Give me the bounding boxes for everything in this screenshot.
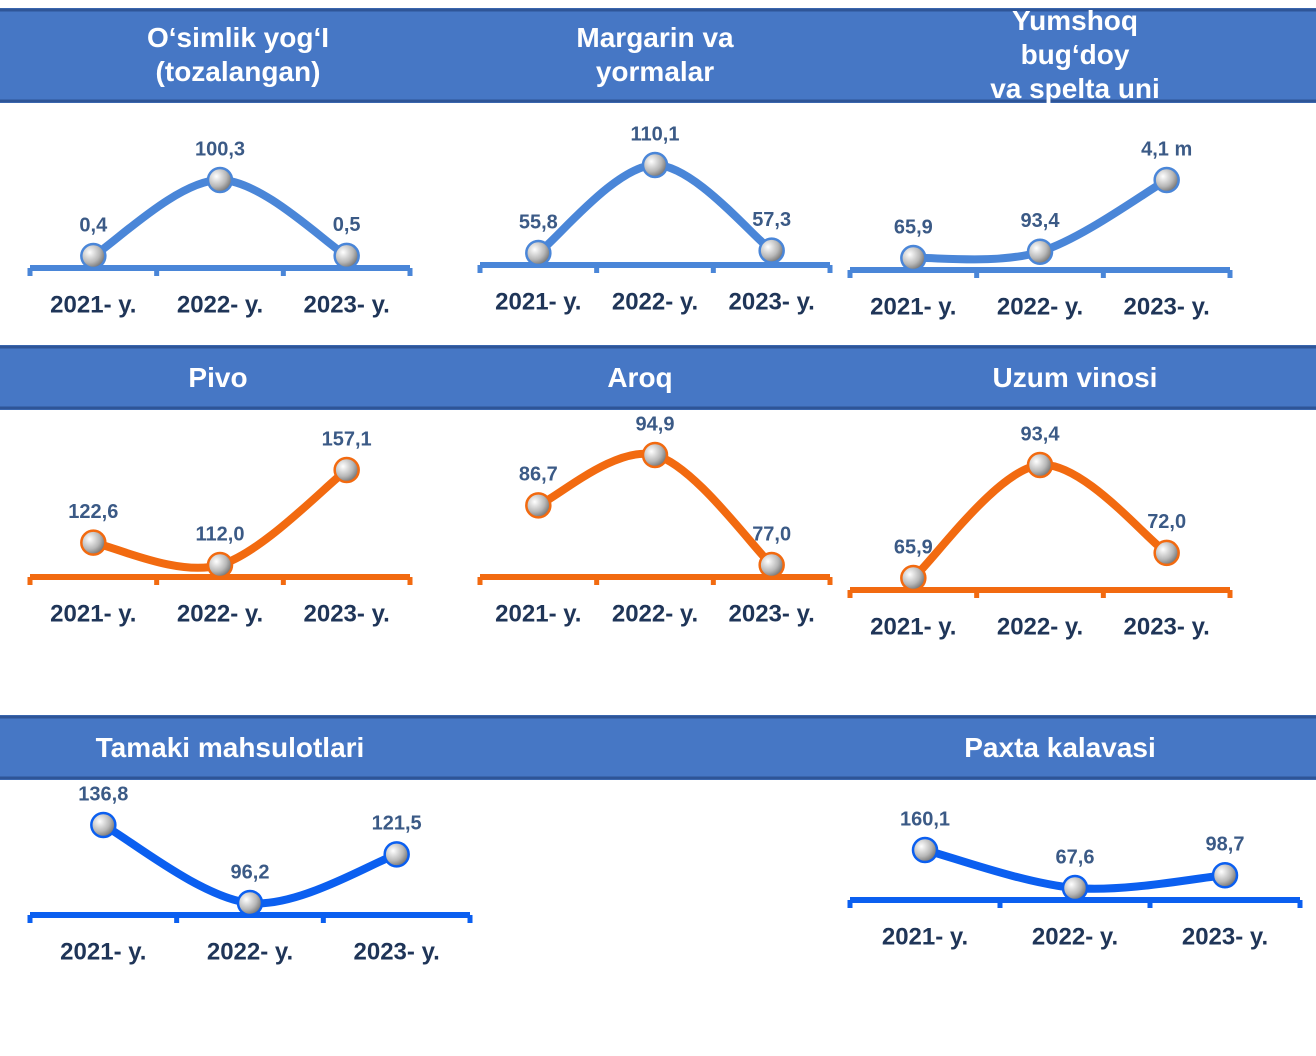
value-label: 65,9 <box>894 216 933 238</box>
point <box>913 838 937 862</box>
x-tick-label: 2023- y. <box>304 291 390 318</box>
point <box>760 553 784 577</box>
value-label: 160,1 <box>900 808 950 830</box>
chart-title: Pivo <box>188 361 247 395</box>
chart-title: Tamaki mahsulotlari <box>96 731 365 765</box>
x-tick-label: 2022- y. <box>997 293 1083 320</box>
point <box>385 842 409 866</box>
value-label: 57,3 <box>752 209 791 231</box>
x-tick-label: 2021- y. <box>495 288 581 315</box>
point <box>1063 876 1087 900</box>
value-label: 100,3 <box>195 138 245 160</box>
value-label: 67,6 <box>1056 846 1095 868</box>
chart-title: O‘simlik yog‘I (tozalangan) <box>147 21 329 89</box>
point <box>208 168 232 192</box>
point <box>91 813 115 837</box>
value-label: 136,8 <box>78 783 128 805</box>
x-tick-label: 2022- y. <box>177 600 263 627</box>
x-tick-label: 2021- y. <box>60 938 146 965</box>
value-label: 98,7 <box>1206 834 1245 856</box>
page: 0,4 2021- y. 100,3 2022- y. 0,5 2023- y. 55,8 2… <box>0 0 1316 1056</box>
point <box>1155 541 1179 565</box>
point <box>335 458 359 482</box>
value-label: 0,4 <box>79 214 108 236</box>
value-label: 86,7 <box>519 464 558 486</box>
chart-title: Aroq <box>607 361 672 395</box>
point <box>901 566 925 590</box>
value-label: 72,0 <box>1147 511 1186 533</box>
x-tick-label: 2021- y. <box>870 293 956 320</box>
point <box>1213 863 1237 887</box>
x-tick-label: 2021- y. <box>50 600 136 627</box>
x-tick-label: 2023- y. <box>729 600 815 627</box>
x-tick-label: 2023- y. <box>729 288 815 315</box>
x-tick-label: 2022- y. <box>177 291 263 318</box>
x-tick-label: 2021- y. <box>50 291 136 318</box>
line <box>538 454 771 565</box>
point <box>1028 240 1052 264</box>
point <box>238 891 262 915</box>
chart-title: Margarin va yormalar <box>576 21 733 89</box>
x-tick-label: 2022- y. <box>612 288 698 315</box>
value-label: 112,0 <box>196 523 245 545</box>
chart-title: Uzum vinosi <box>993 361 1158 395</box>
value-label: 4,1 m <box>1141 138 1192 160</box>
x-tick-label: 2023- y. <box>304 600 390 627</box>
point <box>526 493 550 517</box>
point <box>81 244 105 268</box>
x-tick-label: 2021- y. <box>870 613 956 640</box>
x-tick-label: 2023- y. <box>1124 613 1210 640</box>
chart-title: Paxta kalavasi <box>964 731 1156 765</box>
x-tick-label: 2023- y. <box>1182 923 1268 950</box>
x-tick-label: 2021- y. <box>495 600 581 627</box>
chart: 0,4 2021- y. 100,3 2022- y. 0,5 2023- y. 55,8 2… <box>0 0 1316 1056</box>
point <box>901 246 925 270</box>
point <box>643 153 667 177</box>
value-label: 157,1 <box>322 428 372 450</box>
value-label: 110,1 <box>631 123 680 145</box>
point <box>526 241 550 265</box>
x-tick-label: 2023- y. <box>1124 293 1210 320</box>
point <box>760 239 784 263</box>
value-label: 55,8 <box>519 211 558 233</box>
x-tick-label: 2022- y. <box>1032 923 1118 950</box>
x-tick-label: 2021- y. <box>882 923 968 950</box>
value-label: 93,4 <box>1021 423 1061 445</box>
value-label: 122,6 <box>68 501 118 523</box>
x-tick-label: 2022- y. <box>612 600 698 627</box>
line <box>913 465 1166 578</box>
value-label: 0,5 <box>333 214 361 236</box>
x-tick-label: 2022- y. <box>207 938 293 965</box>
chart-title: Yumshoq bug‘doy va spelta uni <box>955 4 1196 106</box>
point <box>335 244 359 268</box>
value-label: 94,9 <box>636 413 675 435</box>
point <box>1028 453 1052 477</box>
point <box>81 531 105 555</box>
point <box>1155 168 1179 192</box>
value-label: 121,5 <box>372 813 422 835</box>
value-label: 65,9 <box>894 536 933 558</box>
point <box>643 443 667 467</box>
x-tick-label: 2023- y. <box>354 938 440 965</box>
value-label: 96,2 <box>231 861 270 883</box>
point <box>208 553 232 577</box>
value-label: 93,4 <box>1021 210 1061 232</box>
x-tick-label: 2022- y. <box>997 613 1083 640</box>
value-label: 77,0 <box>752 523 791 545</box>
